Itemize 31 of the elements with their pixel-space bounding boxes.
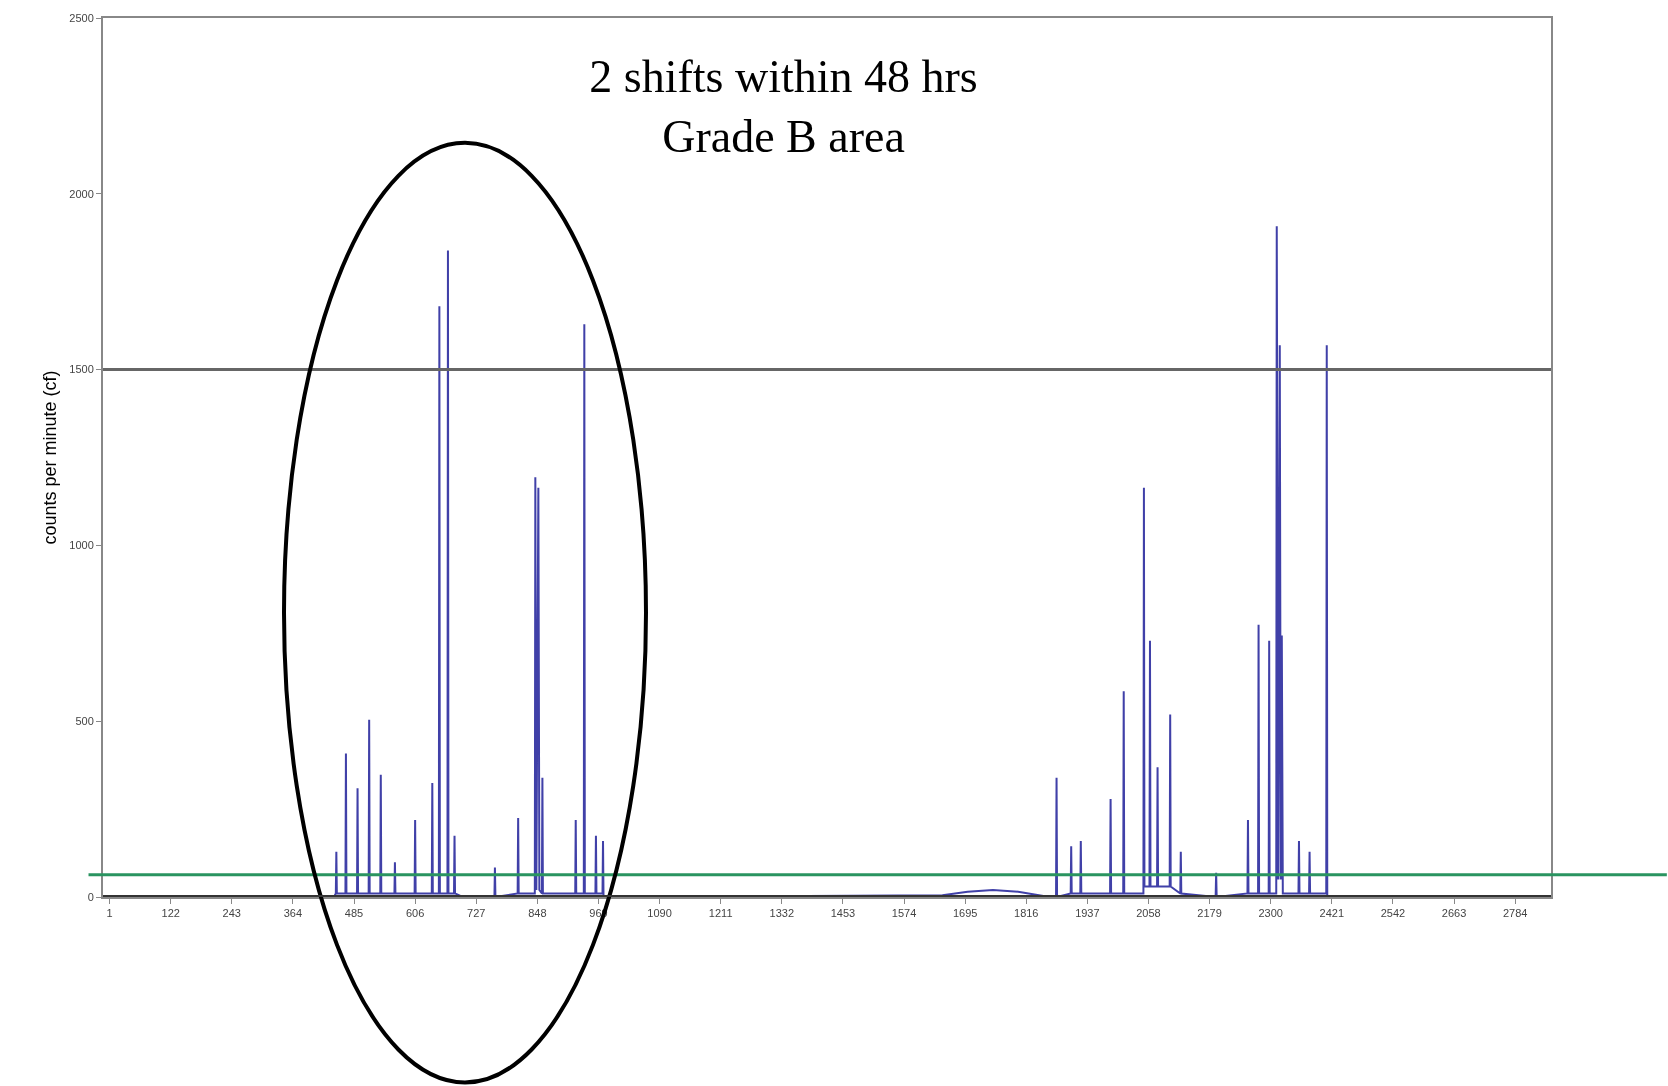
y-axis-title: counts per minute (cf) (40, 370, 61, 545)
y-tick-label: 1500 (69, 363, 94, 376)
x-tick-label: 606 (405, 907, 425, 920)
x-tick-label: 2784 (1502, 907, 1528, 920)
x-tick-label: 364 (283, 907, 303, 920)
text: 2 shifts within 48 hrs Grade B area (589, 51, 978, 163)
x-tick-label: 1695 (952, 907, 978, 920)
y-tick-label: 0 (87, 890, 94, 903)
x-tick-label: 243 (222, 907, 241, 920)
x-tick-label: 2663 (1441, 907, 1467, 920)
x-tick-label: 2058 (1136, 907, 1161, 920)
x-tick-label: 848 (528, 907, 547, 920)
y-tick-label: 2500 (69, 11, 94, 24)
x-tick-label: 1 (106, 907, 113, 920)
x-tick-label: 2542 (1380, 907, 1406, 920)
x-tick-label: 2179 (1197, 907, 1222, 920)
x-tick-label: 122 (161, 907, 180, 920)
y-tick-label: 500 (75, 715, 94, 728)
y-tick-label: 2000 (69, 187, 94, 200)
x-tick-label: 485 (344, 907, 364, 920)
x-tick-label: 1332 (769, 907, 795, 920)
x-tick-label: 1816 (1014, 907, 1039, 920)
x-tick-label: 1453 (830, 907, 856, 920)
x-tick-label: 1937 (1075, 907, 1100, 920)
x-tick-label: 2300 (1258, 907, 1283, 920)
x-tick-label: 2421 (1319, 907, 1345, 920)
x-tick-label: 1090 (647, 907, 672, 920)
y-tick-label: 1000 (69, 539, 94, 552)
x-tick-label: 1211 (708, 907, 733, 920)
x-tick-label: 1574 (891, 907, 917, 920)
x-tick-label: 727 (467, 907, 486, 920)
